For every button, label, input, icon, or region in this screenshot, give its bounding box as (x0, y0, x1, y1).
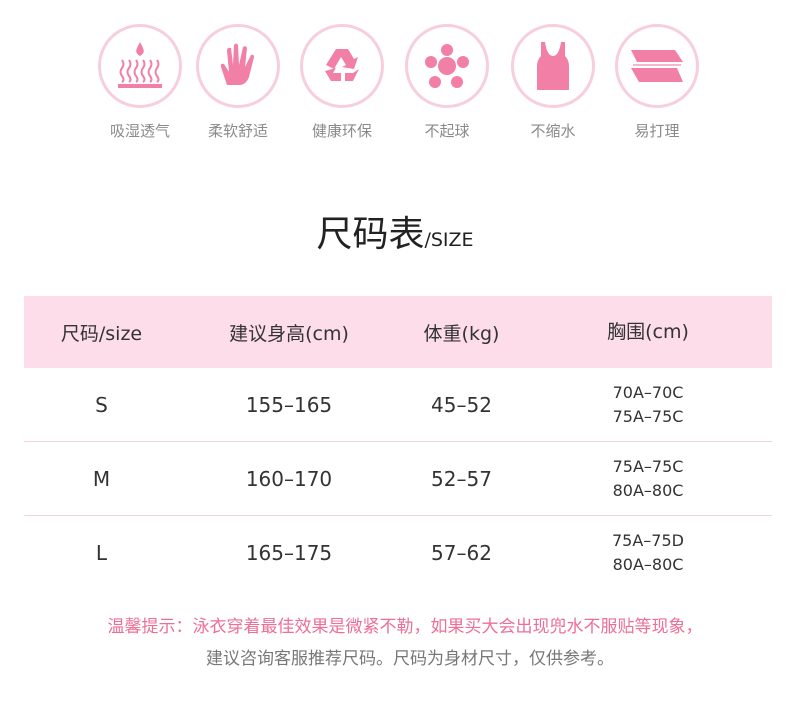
page-title: 尺码表/SIZE (316, 214, 474, 255)
table-row: L 165–175 57–62 75A–75D 80A–80C (95, 530, 684, 574)
table-row: M 160–170 52–57 75A–75C 80A–80C (24, 442, 772, 516)
feature-eco: 健康环保 (297, 24, 387, 141)
feature-easy-care: 易打理 (612, 24, 702, 141)
tip-warning: 温馨提示：泳衣穿着最佳效果是微紧不勒，如果买大会出现兜水不服贴等现象， (107, 617, 703, 637)
feature-moisture: 吸湿透气 (95, 24, 185, 141)
tank-top-icon (537, 42, 569, 90)
feature-no-shrink: 不缩水 (508, 24, 598, 141)
tip-note: 建议咨询客服推荐尺码。尺码为身材尺寸，仅供参考。 (206, 649, 614, 669)
size-table: 尺码/size 建议身高(cm) 体重(kg) 胸围(cm) S 155–165 4… (24, 296, 772, 589)
hand-icon (220, 43, 254, 85)
recycle-icon (325, 49, 359, 81)
feature-no-pilling: 不起球 (402, 24, 492, 141)
table-row: S 155–165 45–52 70A–70C 75A–75C (24, 368, 772, 442)
flower-icon (425, 44, 469, 88)
table-header: 尺码/size 建议身高(cm) 体重(kg) 胸围(cm) (24, 296, 772, 368)
folded-cloth-icon (631, 50, 683, 82)
feature-soft: 柔软舒适 (193, 24, 283, 141)
moisture-wicking-icon (118, 42, 162, 88)
